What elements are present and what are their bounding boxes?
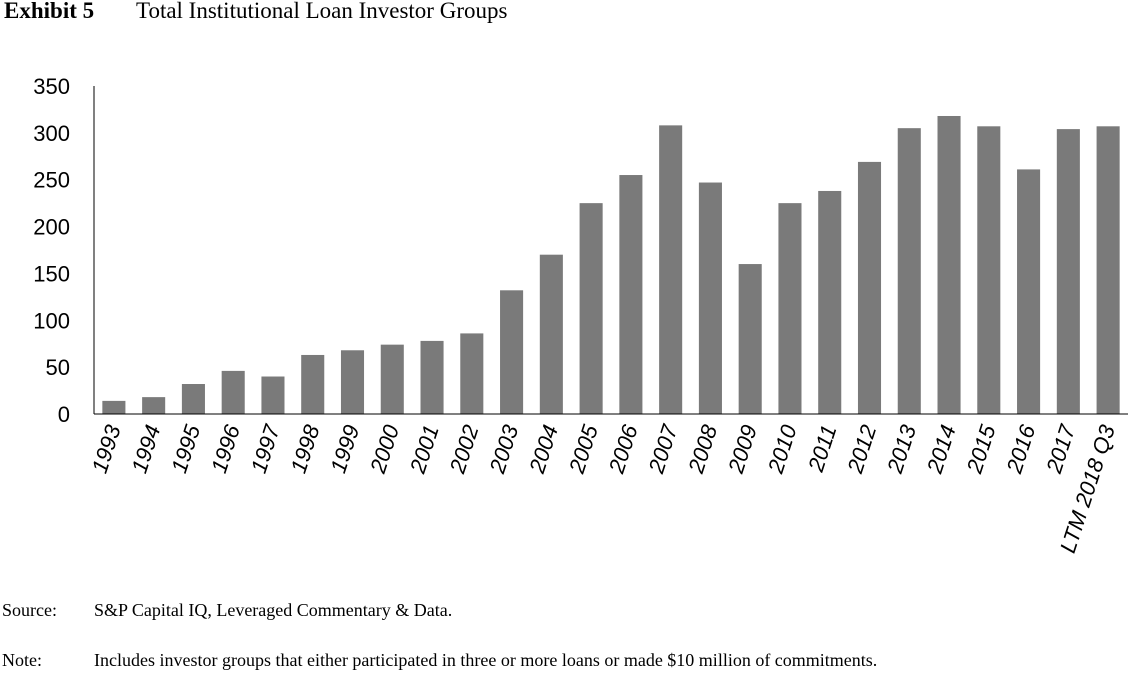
x-tick-label: 2008 [683,421,722,477]
bar [857,161,882,414]
x-tick-label: 2016 [1001,421,1040,477]
y-tick-label: 200 [33,215,70,240]
note-text: Includes investor groups that either par… [94,650,878,670]
x-tick-label: 2012 [842,422,881,477]
x-tick-label: 2009 [723,422,762,477]
bar [738,264,762,414]
x-tick-label: 1994 [127,422,166,476]
bar [1017,169,1041,414]
x-tick-label: 2015 [961,421,1000,477]
bar [102,400,126,414]
bar [659,125,683,415]
x-tick-label: 2003 [484,421,523,477]
x-tick-label: 2002 [444,422,483,477]
bar [261,376,285,414]
x-tick-label: 2011 [803,422,842,476]
y-tick-label: 100 [33,308,70,333]
y-axis: 0 50 100 150 200 250 300 350 [33,74,95,427]
bar [818,190,842,414]
x-tick-label: 2017 [1041,421,1080,477]
bars [102,115,1120,415]
x-tick-label: 2001 [405,422,444,477]
bar [420,340,444,414]
x-axis: 1993 1994 1995 1996 1997 1998 1999 2000 2001 2002… [87,413,1128,556]
bar [539,254,563,414]
bar [619,175,643,414]
bar [340,350,365,414]
x-tick-label: 2013 [882,421,921,477]
bar [1056,129,1080,414]
x-tick-label: 1997 [246,421,285,476]
bar [181,384,205,414]
y-tick-label: 0 [58,402,70,427]
bar [1096,126,1120,414]
source-label: Source: [2,600,57,620]
bar [500,290,524,414]
x-tick-label: 1998 [286,421,325,476]
x-tick-label: 1999 [325,422,364,476]
bar [221,370,245,414]
bar [301,354,325,414]
bar [977,126,1001,414]
bar [579,203,603,414]
x-tick-label: 2007 [643,421,682,477]
y-tick-label: 350 [33,74,70,99]
y-tick-label: 300 [33,121,70,146]
bar [142,397,166,414]
bar [698,182,722,414]
x-tick-label: 1996 [206,421,245,476]
source-text: S&P Capital IQ, Leveraged Commentary & D… [94,600,453,620]
y-tick-label: 150 [33,261,70,286]
x-tick-label: 2014 [922,422,961,477]
x-tick-label: 2005 [564,421,603,477]
x-tick-label: 1995 [166,421,205,476]
x-tick-label: 2006 [603,421,642,477]
bar [460,333,484,414]
y-tick-label: 250 [33,168,70,193]
chart-title: Total Institutional Loan Investor Groups [136,0,508,23]
note-label: Note: [2,650,42,670]
bar [778,203,802,414]
bar [937,115,961,414]
exhibit-label: Exhibit 5 [4,0,95,23]
x-tick-label: 2000 [365,421,404,477]
x-tick-label: 2004 [524,422,563,477]
x-tick-label: 1993 [87,421,126,476]
x-tick-label: 2010 [763,421,802,477]
bar [380,344,404,414]
y-tick-label: 50 [46,355,70,380]
bar [897,128,921,414]
exhibit-header: Exhibit 5 Total Institutional Loan Inves… [4,0,507,24]
